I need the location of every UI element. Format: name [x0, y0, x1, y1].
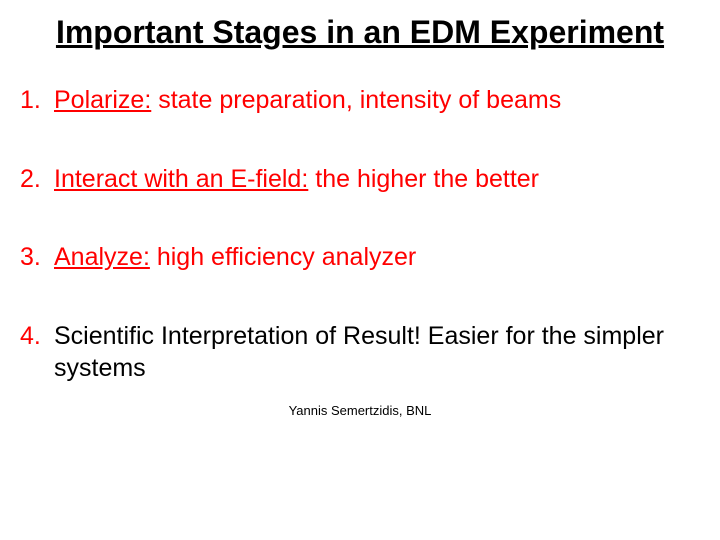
slide-title: Important Stages in an EDM Experiment — [20, 12, 700, 52]
item-number: 1. — [20, 84, 54, 117]
item-number: 2. — [20, 163, 54, 196]
item-content: Interact with an E-field: the higher the… — [54, 163, 700, 196]
item-keyword: Analyze: — [54, 243, 150, 271]
list-item: 3. Analyze: high efficiency analyzer — [20, 241, 700, 274]
list-item: 1. Polarize: state preparation, intensit… — [20, 84, 700, 117]
item-content: Analyze: high efficiency analyzer — [54, 241, 700, 274]
item-keyword: Interact with an E-field: — [54, 165, 308, 193]
item-number: 3. — [20, 241, 54, 274]
list-item: 4. Scientific Interpretation of Result! … — [20, 320, 700, 385]
item-plain: Scientific Interpretation of Result! Eas… — [54, 322, 664, 383]
item-keyword: Polarize: — [54, 86, 151, 114]
item-description: the higher the better — [308, 165, 539, 193]
item-content: Scientific Interpretation of Result! Eas… — [54, 320, 700, 385]
footer-attribution: Yannis Semertzidis, BNL — [20, 403, 700, 418]
stages-list: 1. Polarize: state preparation, intensit… — [20, 84, 700, 385]
item-number: 4. — [20, 320, 54, 353]
item-description: state preparation, intensity of beams — [151, 86, 561, 114]
item-content: Polarize: state preparation, intensity o… — [54, 84, 700, 117]
item-description: high efficiency analyzer — [150, 243, 416, 271]
list-item: 2. Interact with an E-field: the higher … — [20, 163, 700, 196]
